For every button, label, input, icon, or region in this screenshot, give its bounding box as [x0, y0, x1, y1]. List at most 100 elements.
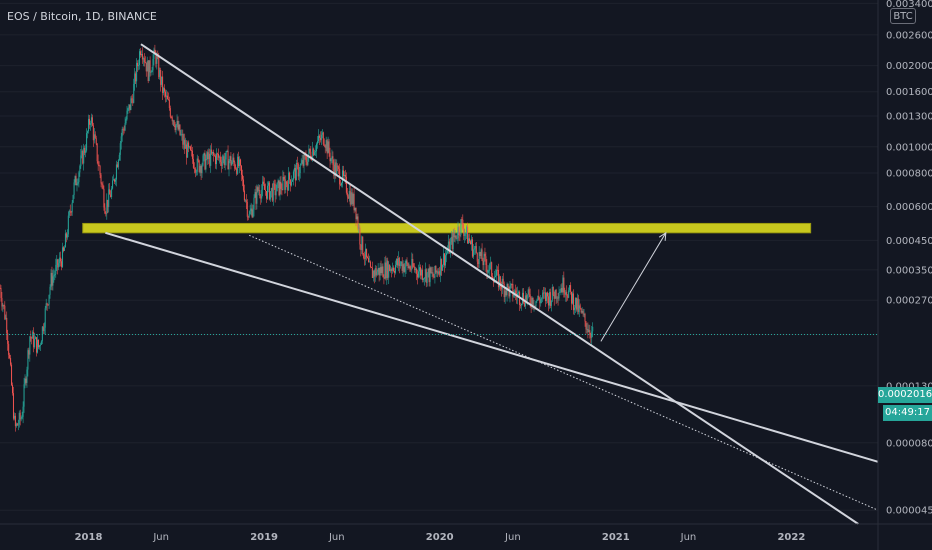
- candle: [419, 264, 421, 280]
- candle-body: [403, 264, 405, 272]
- candle: [343, 165, 345, 181]
- candle: [293, 164, 295, 179]
- candle-body: [154, 49, 156, 53]
- candle-body: [525, 295, 527, 301]
- candle: [376, 269, 378, 276]
- candle-body: [267, 182, 269, 186]
- candle-body: [35, 337, 37, 339]
- candle-body: [226, 150, 228, 152]
- candle: [77, 178, 79, 186]
- candle: [589, 324, 591, 339]
- candle-body: [336, 165, 338, 175]
- candle: [165, 89, 167, 103]
- candle: [198, 159, 200, 174]
- candle-body: [488, 270, 490, 272]
- candle: [327, 136, 329, 154]
- candle-body: [2, 305, 4, 307]
- candle: [215, 153, 217, 169]
- candle-body: [225, 151, 227, 160]
- candle-body: [436, 271, 438, 273]
- candle-body: [352, 193, 354, 204]
- candle-body: [470, 241, 472, 245]
- candle: [186, 140, 188, 165]
- candle-body: [266, 185, 268, 199]
- candle-body: [430, 267, 432, 273]
- candle-body: [221, 160, 223, 166]
- candle-body: [346, 192, 348, 197]
- candle: [275, 184, 277, 200]
- candle-body: [324, 145, 326, 148]
- candle: [491, 261, 493, 279]
- candle-body: [475, 246, 477, 253]
- candle-body: [327, 141, 329, 154]
- candle: [373, 269, 375, 284]
- currency-badge[interactable]: BTC: [890, 8, 916, 24]
- candle: [140, 50, 142, 57]
- candle-body: [323, 144, 325, 146]
- candle-body: [212, 151, 214, 154]
- candle-body: [386, 260, 388, 279]
- candle-body: [4, 305, 6, 319]
- candle: [405, 259, 407, 274]
- candle: [54, 270, 56, 281]
- candle-body: [368, 258, 370, 263]
- drawings: [105, 43, 879, 525]
- candle: [461, 216, 463, 225]
- candle-body: [465, 233, 467, 235]
- candle-body: [131, 98, 133, 100]
- candle-body: [557, 297, 559, 299]
- candle: [53, 268, 55, 283]
- candle: [83, 143, 85, 171]
- candle: [252, 204, 254, 218]
- candle-body: [483, 253, 485, 266]
- candle: [369, 260, 371, 269]
- candle-body: [79, 166, 81, 173]
- candle-body: [96, 143, 98, 162]
- candle: [372, 269, 374, 282]
- candle: [161, 76, 163, 88]
- candle-body: [305, 155, 307, 162]
- candle-body: [11, 364, 13, 385]
- candle-body: [170, 116, 172, 118]
- candle: [30, 330, 32, 342]
- candle-body: [452, 233, 454, 250]
- candle: [6, 311, 8, 341]
- candle-body: [130, 98, 132, 111]
- candle-body: [510, 283, 512, 286]
- candle: [366, 248, 368, 261]
- candle-body: [45, 303, 47, 309]
- candle: [303, 153, 305, 173]
- candle-body: [152, 58, 154, 71]
- candle: [292, 169, 294, 186]
- candle-body: [157, 56, 159, 58]
- candle: [28, 347, 30, 359]
- candle-body: [423, 277, 425, 279]
- candle: [37, 339, 39, 350]
- candle: [560, 284, 562, 296]
- candle: [17, 419, 19, 431]
- candle-body: [408, 266, 410, 268]
- candle-body: [447, 241, 449, 252]
- candle-body: [188, 142, 190, 148]
- candle: [544, 287, 546, 299]
- candle: [442, 264, 444, 272]
- candle: [197, 156, 199, 163]
- candle-body: [85, 150, 87, 153]
- candle: [354, 207, 356, 212]
- candle: [27, 348, 29, 377]
- candle: [70, 210, 72, 216]
- candle: [546, 291, 548, 304]
- candle-body: [271, 187, 273, 201]
- candle-body: [491, 262, 493, 276]
- candle: [299, 163, 301, 179]
- candle-body: [315, 151, 317, 153]
- candle-body: [567, 295, 569, 298]
- candle: [387, 257, 389, 280]
- candle-body: [20, 418, 22, 420]
- candle: [424, 262, 426, 282]
- candle-body: [547, 296, 549, 306]
- candle: [142, 56, 144, 67]
- candle: [228, 158, 230, 177]
